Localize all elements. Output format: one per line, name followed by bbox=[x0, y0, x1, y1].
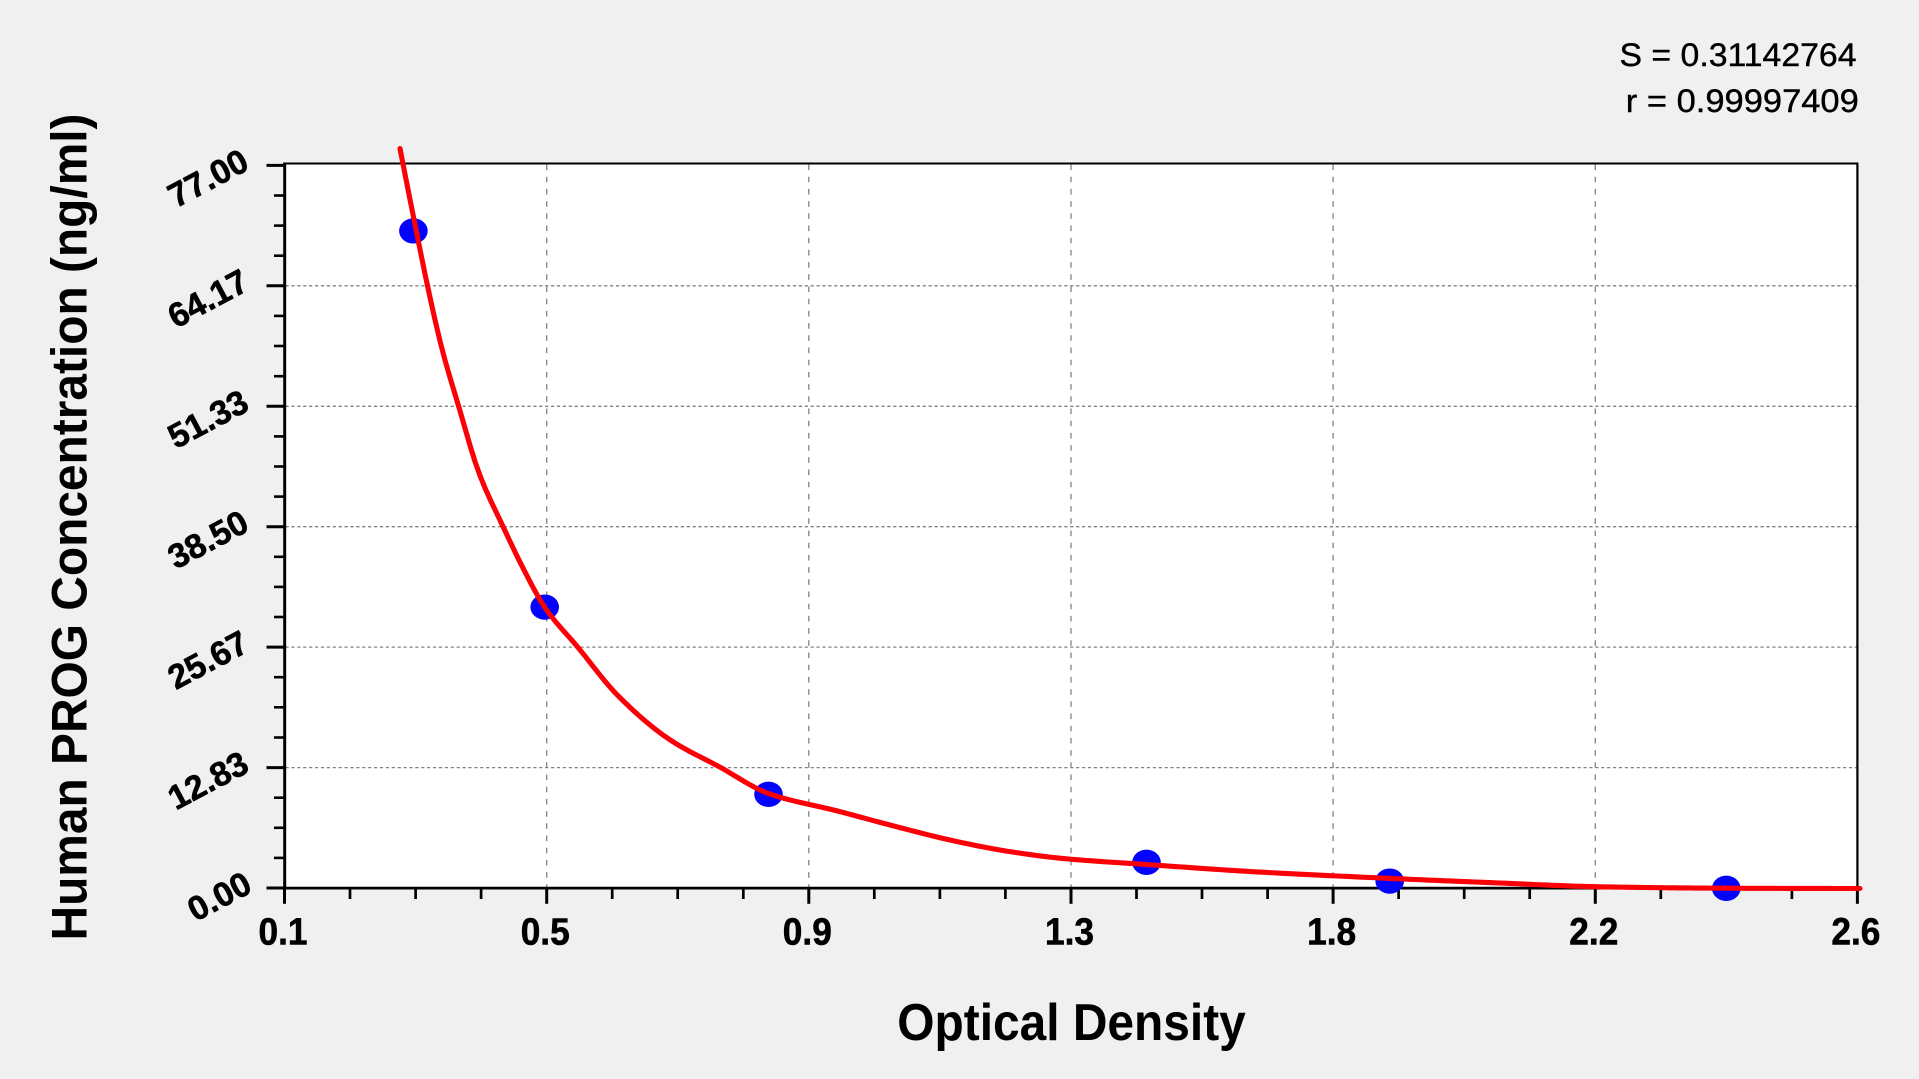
svg-text:r = 0.99997409: r = 0.99997409 bbox=[1626, 83, 1859, 119]
svg-text:2.2: 2.2 bbox=[1569, 912, 1618, 954]
svg-text:1.3: 1.3 bbox=[1045, 912, 1094, 954]
svg-text:Optical Density: Optical Density bbox=[897, 993, 1246, 1051]
svg-text:2.6: 2.6 bbox=[1831, 912, 1880, 954]
svg-text:Human PROG Concentration (ng/m: Human PROG Concentration (ng/ml) bbox=[40, 114, 97, 941]
svg-text:S = 0.31142764: S = 0.31142764 bbox=[1620, 37, 1857, 73]
svg-text:0.5: 0.5 bbox=[521, 912, 570, 954]
svg-text:0.1: 0.1 bbox=[259, 912, 308, 954]
svg-text:0.9: 0.9 bbox=[783, 912, 832, 954]
svg-text:1.8: 1.8 bbox=[1307, 912, 1356, 954]
